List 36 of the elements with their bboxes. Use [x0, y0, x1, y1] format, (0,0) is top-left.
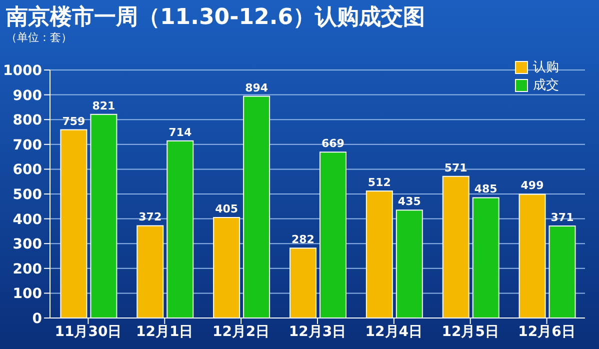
data-label: 714: [168, 126, 192, 139]
x-tick-label: 11月30日: [54, 324, 122, 340]
chart-title: 南京楼市一周（11.30-12.6）认购成交图: [6, 4, 425, 32]
legend-label: 认购: [533, 59, 559, 76]
x-tick-label: 12月6日: [518, 324, 576, 340]
y-tick-label: 0: [32, 310, 42, 327]
data-label: 759: [62, 114, 86, 128]
data-label: 485: [474, 182, 498, 196]
y-tick-label: 700: [12, 137, 42, 154]
data-label: 571: [444, 161, 468, 174]
y-tick-label: 100: [12, 286, 42, 302]
x-tick-label: 12月4日: [365, 324, 423, 340]
chart-subtitle: （单位：套）: [6, 30, 72, 45]
y-tick-label: 400: [12, 212, 42, 228]
data-label: 894: [245, 81, 268, 94]
legend-label: 成交: [533, 77, 559, 94]
data-label: 499: [520, 179, 544, 192]
data-label: 512: [368, 176, 391, 190]
y-tick-label: 1000: [3, 62, 42, 79]
data-label: 669: [322, 137, 344, 150]
y-tick-label: 900: [12, 88, 42, 104]
y-tick-label: 800: [12, 112, 42, 129]
x-tick-label: 12月1日: [136, 324, 194, 340]
y-tick-label: 600: [12, 162, 42, 178]
data-label: 405: [215, 202, 238, 216]
x-tick-label: 12月3日: [288, 324, 346, 340]
data-label: 435: [398, 195, 421, 208]
x-tick-label: 12月2日: [212, 324, 270, 340]
y-tick-label: 200: [12, 261, 42, 278]
y-tick-label: 500: [12, 186, 42, 203]
y-tick-label: 300: [12, 236, 42, 253]
data-label: 371: [550, 210, 574, 224]
x-tick-label: 12月5日: [442, 324, 499, 340]
data-label: 821: [92, 99, 116, 112]
data-label: 282: [292, 233, 314, 246]
data-label: 372: [138, 210, 162, 224]
